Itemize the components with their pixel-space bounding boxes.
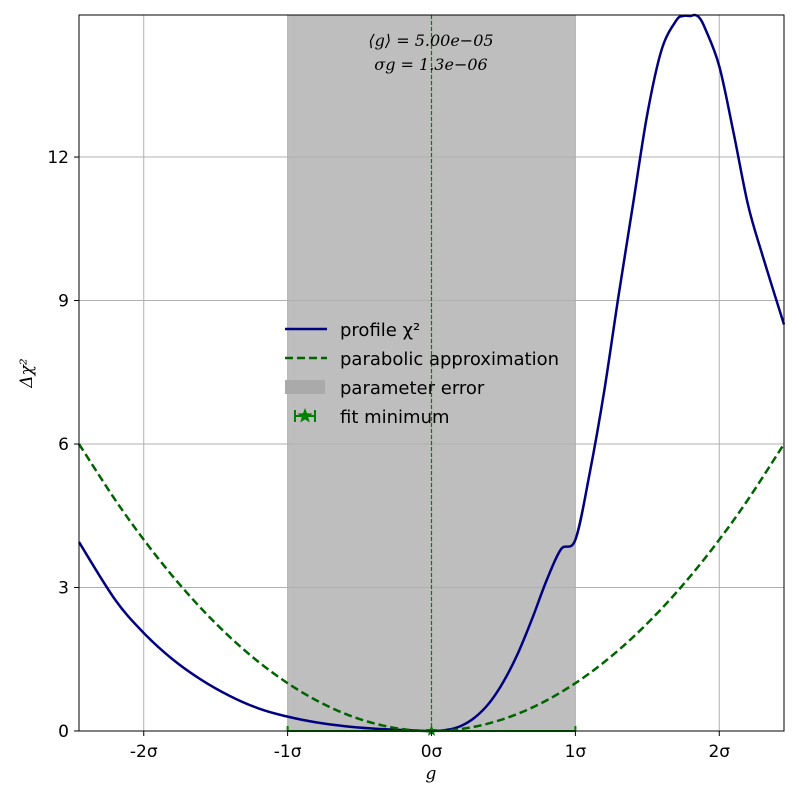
- y-tick-label-0: 0: [58, 722, 69, 742]
- legend-label-fit-minimum: fit minimum: [340, 407, 450, 428]
- y-axis-label: Δχ²: [17, 358, 37, 389]
- x-tick-label-1: -1σ: [274, 742, 302, 762]
- x-tick-label-3: 1σ: [565, 742, 587, 762]
- y-tick-label-3: 9: [58, 292, 69, 312]
- series-layer: [77, 13, 786, 736]
- annotation-mean: ⟨g⟩ = 5.00e−05: [368, 31, 493, 50]
- y-tick-label-1: 3: [58, 579, 69, 599]
- y-tick-label-2: 6: [58, 435, 69, 455]
- x-tick-label-0: -2σ: [130, 742, 158, 762]
- legend-label-error: parameter error: [340, 378, 485, 399]
- x-tick-label-4: 2σ: [708, 742, 730, 762]
- legend: profile χ² parabolic approximation param…: [285, 320, 559, 428]
- tick-layer: -2σ -1σ 0σ 1σ 2σ 0 3 6 9 12: [47, 148, 730, 762]
- legend-label-profile: profile χ²: [340, 320, 420, 341]
- annotation-sigma: σg = 1.3e−06: [374, 55, 487, 74]
- y-tick-label-4: 12: [47, 148, 69, 168]
- legend-swatch-error: [285, 380, 325, 394]
- x-tick-label-2: 0σ: [421, 742, 443, 762]
- legend-label-parabolic: parabolic approximation: [340, 349, 559, 370]
- legend-swatch-fit-minimum: [294, 408, 316, 423]
- fit-minimum-star: [425, 725, 438, 736]
- profile-chi2-line: [77, 13, 786, 733]
- x-axis-label: g: [426, 764, 437, 784]
